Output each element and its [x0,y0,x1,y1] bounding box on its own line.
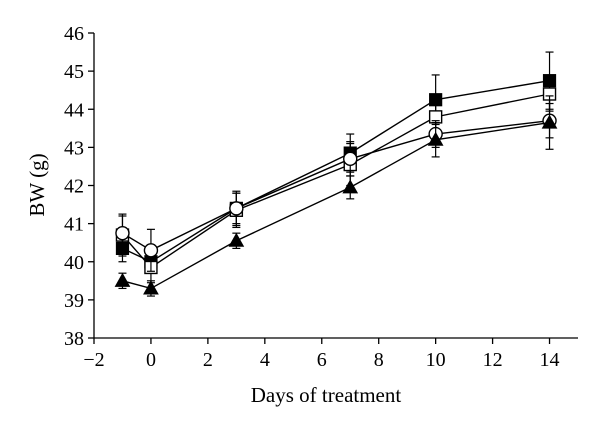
y-axis-title: BW (g) [25,153,49,216]
marker-filled-triangle [114,272,131,287]
y-tick-label: 44 [64,99,84,121]
marker-filled-triangle [541,114,558,129]
series-line [121,93,550,269]
marker-filled-triangle [143,280,159,295]
y-tick-label: 46 [64,23,84,45]
marker-open-circle [115,225,130,241]
x-tick-label: 0 [146,349,156,371]
x-tick-label: 14 [540,349,560,371]
y-tick-label: 42 [64,176,84,198]
series-4 [114,95,558,297]
marker-open-circle [343,151,358,167]
x-tick-label: 6 [317,349,327,371]
y-tick-label: 41 [64,214,84,236]
x-axis-title: Days of treatment [251,383,402,407]
series-2 [115,76,557,284]
marker-filled-triangle [427,131,444,146]
series-line [122,121,550,290]
y-tick-label: 43 [64,137,84,159]
marker-open-circle [229,201,244,216]
marker-filled-triangle [228,232,245,247]
x-tick-label: 10 [426,349,446,371]
x-tick-label: 12 [483,349,503,371]
y-tick-label: 38 [64,328,84,350]
marker-open-circle [143,243,159,258]
marker-filled-triangle [342,179,359,194]
series-1 [115,51,557,274]
series-line [122,79,550,263]
x-tick-label: 8 [374,349,384,371]
x-tick-label: 4 [260,349,270,371]
series-layer [114,51,558,297]
y-tick-label: 45 [64,61,84,83]
x-tick-label: −2 [83,349,104,371]
y-tick-label: 40 [64,252,84,274]
x-tick-label: 2 [203,349,213,371]
series-line [122,119,550,252]
y-tick-label: 39 [64,290,84,312]
